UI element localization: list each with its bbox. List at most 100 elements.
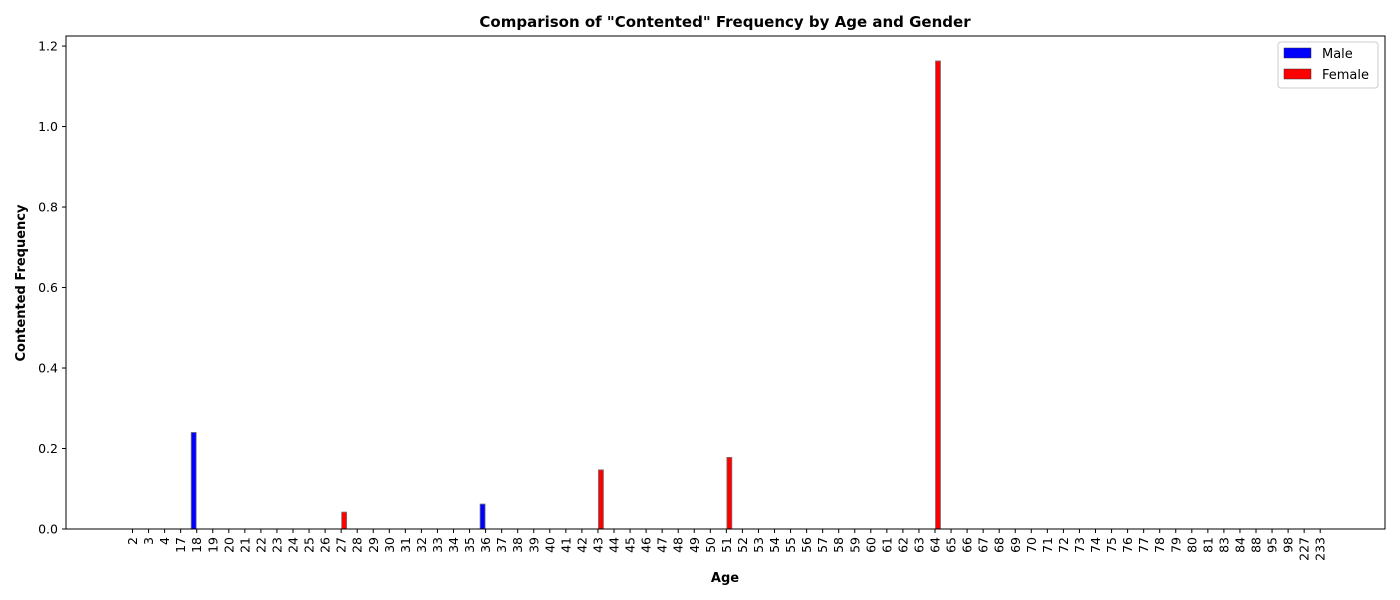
x-tick-label: 21 — [237, 537, 252, 553]
x-tick-label: 23 — [269, 537, 284, 553]
x-tick-label: 55 — [783, 537, 798, 553]
x-tick-label: 81 — [1200, 537, 1215, 553]
y-tick-label: 0.0 — [38, 522, 58, 537]
x-tick-label: 29 — [366, 537, 381, 553]
legend: Male Female — [1277, 41, 1379, 89]
x-tick-label: 46 — [639, 537, 654, 553]
x-tick-label: 52 — [735, 537, 750, 553]
x-tick-label: 80 — [1184, 537, 1199, 553]
x-tick-label: 47 — [655, 537, 670, 553]
x-tick-label: 39 — [526, 537, 541, 553]
x-tick-label: 36 — [478, 537, 493, 553]
x-tick-label: 32 — [414, 537, 429, 553]
legend-swatch-female — [1283, 68, 1312, 80]
x-tick-label: 98 — [1281, 537, 1296, 553]
x-tick-label: 56 — [799, 537, 814, 553]
x-tick-label: 25 — [302, 537, 317, 553]
x-tick-label: 27 — [334, 537, 349, 553]
plot-area-frame — [65, 35, 1386, 530]
x-tick-label: 31 — [398, 537, 413, 553]
x-tick-label: 59 — [847, 537, 862, 553]
x-tick-label: 64 — [928, 537, 943, 553]
x-tick-label: 3 — [141, 537, 156, 545]
x-tick-label: 69 — [1008, 537, 1023, 553]
bar-female-43 — [598, 469, 604, 530]
x-tick-label: 227 — [1297, 537, 1312, 561]
legend-label-male: Male — [1322, 47, 1353, 62]
x-tick-label: 24 — [286, 537, 301, 553]
x-tick-label: 84 — [1232, 537, 1247, 553]
x-tick-label: 30 — [382, 537, 397, 553]
x-tick-label: 49 — [687, 537, 702, 553]
x-tick-label: 58 — [831, 537, 846, 553]
x-tick-label: 73 — [1072, 537, 1087, 553]
y-axis-label: Contented Frequency — [14, 204, 29, 361]
x-tick-label: 79 — [1168, 537, 1183, 553]
legend-label-female: Female — [1322, 68, 1369, 83]
bar-female-64 — [935, 60, 941, 530]
bar-female-27 — [341, 511, 348, 530]
bar-male-36 — [479, 503, 486, 530]
chart-title: Comparison of "Contented" Frequency by A… — [479, 13, 971, 31]
x-tick-label: 26 — [318, 537, 333, 553]
bars-group — [190, 60, 941, 530]
x-tick-label: 61 — [879, 537, 894, 553]
x-axis-label: Age — [711, 571, 739, 586]
x-tick-label: 76 — [1120, 537, 1135, 553]
x-tick-label: 68 — [992, 537, 1007, 553]
bar-male-18 — [190, 432, 197, 530]
x-tick-label: 75 — [1104, 537, 1119, 553]
x-tick-label: 20 — [221, 537, 236, 553]
x-tick-label: 67 — [976, 537, 991, 553]
x-tick-label: 51 — [719, 537, 734, 553]
x-tick-label: 66 — [960, 537, 975, 553]
x-tick-label: 233 — [1313, 537, 1328, 561]
x-tick-label: 53 — [751, 537, 766, 553]
x-tick-label: 43 — [590, 537, 605, 553]
x-tick-label: 45 — [623, 537, 638, 553]
x-tick-label: 34 — [446, 537, 461, 553]
x-tick-label: 57 — [815, 537, 830, 553]
x-tick-label: 88 — [1249, 537, 1264, 553]
y-tick-label: 0.6 — [38, 280, 58, 295]
x-tick-label: 38 — [510, 537, 525, 553]
x-tick-label: 35 — [462, 537, 477, 553]
x-tick-label: 63 — [911, 537, 926, 553]
x-tick-label: 65 — [944, 537, 959, 553]
y-tick-label: 0.2 — [38, 441, 58, 456]
x-tick-label: 33 — [430, 537, 445, 553]
x-axis: 2 3 4 17 18 19 20 21 22 23 24 25 26 27 28 29 30 31 32 33 34 3… — [125, 529, 1328, 561]
bar-female-51 — [726, 456, 733, 530]
x-tick-label: 28 — [350, 537, 365, 553]
x-tick-label: 72 — [1056, 537, 1071, 553]
x-tick-label: 95 — [1265, 537, 1280, 553]
x-tick-label: 19 — [205, 537, 220, 553]
x-tick-label: 40 — [542, 537, 557, 553]
x-tick-label: 4 — [157, 537, 172, 545]
x-tick-label: 78 — [1152, 537, 1167, 553]
x-tick-label: 62 — [895, 537, 910, 553]
x-tick-label: 77 — [1136, 537, 1151, 553]
x-tick-label: 37 — [494, 537, 509, 553]
x-tick-label: 71 — [1040, 537, 1055, 553]
y-tick-label: 1.2 — [38, 39, 58, 54]
legend-swatch-male — [1283, 47, 1312, 59]
y-tick-label: 0.4 — [38, 361, 58, 376]
x-tick-label: 83 — [1216, 537, 1231, 553]
y-tick-label: 1.0 — [38, 119, 58, 134]
x-tick-label: 18 — [189, 537, 204, 553]
x-tick-label: 44 — [607, 537, 622, 553]
x-tick-label: 54 — [767, 537, 782, 553]
x-tick-label: 42 — [574, 537, 589, 553]
x-tick-label: 41 — [558, 537, 573, 553]
x-tick-label: 50 — [703, 537, 718, 553]
x-tick-label: 70 — [1024, 537, 1039, 553]
x-tick-label: 60 — [863, 537, 878, 553]
x-tick-label: 22 — [253, 537, 268, 553]
y-tick-label: 0.8 — [38, 200, 58, 215]
x-tick-label: 48 — [671, 537, 686, 553]
x-tick-label: 2 — [125, 537, 140, 545]
x-tick-label: 17 — [173, 537, 188, 553]
